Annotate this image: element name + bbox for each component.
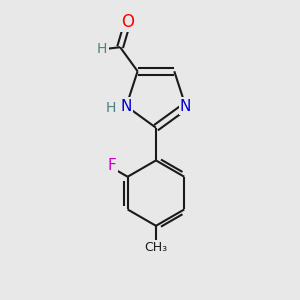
- Text: O: O: [121, 13, 134, 31]
- Text: H: H: [97, 42, 107, 56]
- Text: CH₃: CH₃: [144, 241, 167, 254]
- Text: F: F: [108, 158, 116, 173]
- Text: H: H: [106, 100, 116, 115]
- Text: N: N: [121, 99, 132, 114]
- Text: N: N: [180, 99, 191, 114]
